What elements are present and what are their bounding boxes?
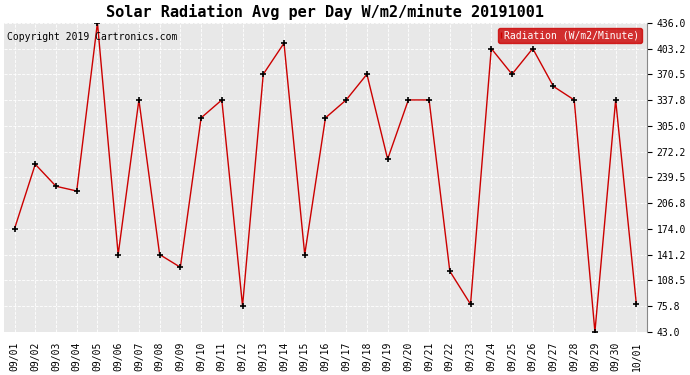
Text: Copyright 2019 Cartronics.com: Copyright 2019 Cartronics.com bbox=[8, 32, 178, 42]
Legend: Radiation (W/m2/Minute): Radiation (W/m2/Minute) bbox=[498, 28, 642, 44]
Title: Solar Radiation Avg per Day W/m2/minute 20191001: Solar Radiation Avg per Day W/m2/minute … bbox=[106, 4, 544, 20]
